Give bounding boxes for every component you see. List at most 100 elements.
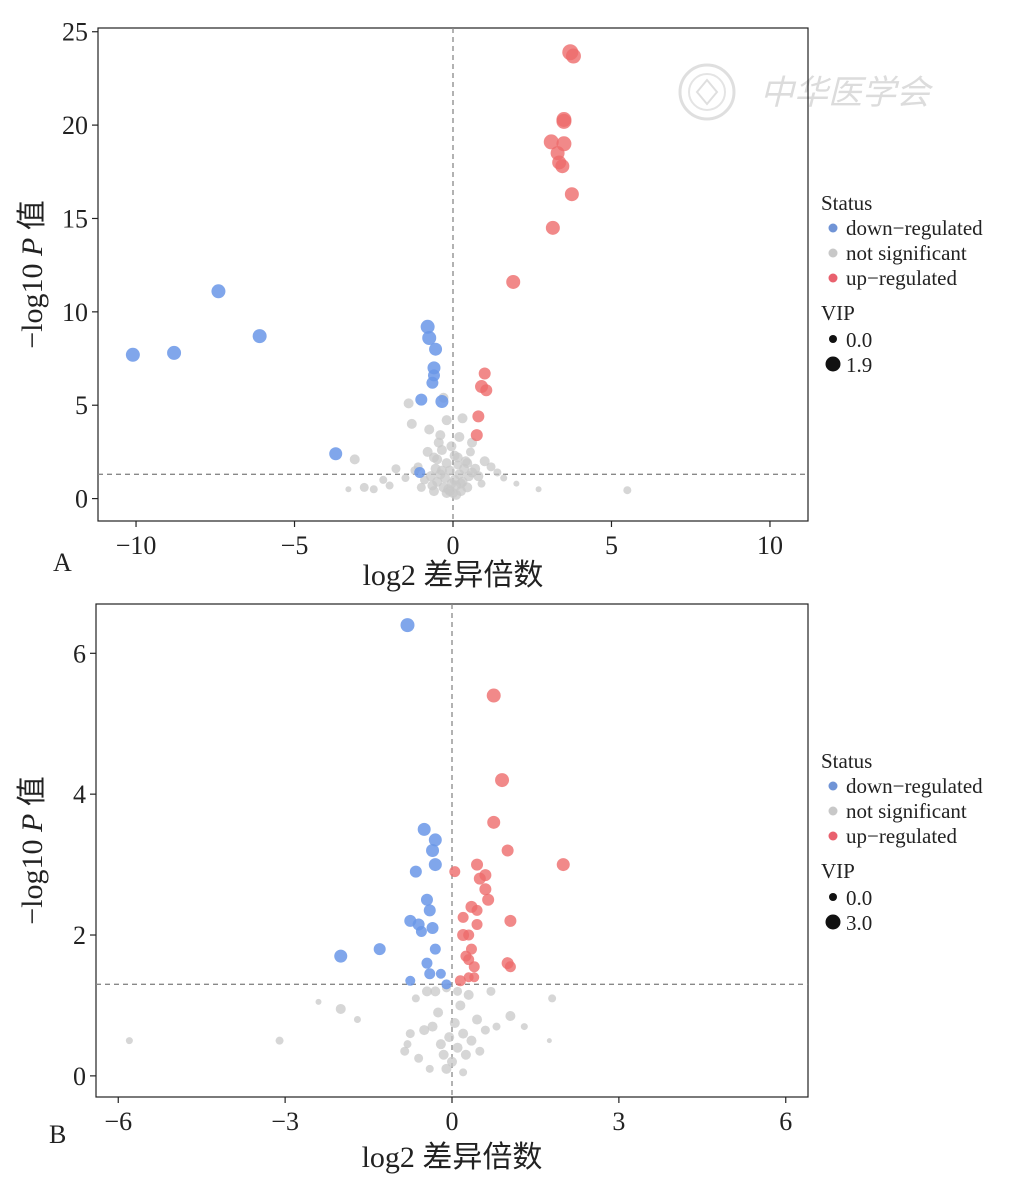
- legend-vip-max-a: 1.9: [846, 353, 872, 377]
- ns-point: [435, 430, 446, 441]
- ns-point: [447, 1056, 457, 1067]
- ns-point: [441, 458, 452, 469]
- ns-point: [466, 1035, 477, 1046]
- legend-vip-max-b: 3.0: [846, 911, 872, 935]
- up-regulated-point: [480, 384, 493, 397]
- ns-point: [349, 454, 360, 465]
- down-regulated-point: [426, 921, 439, 934]
- legend-vip-min-a: 0.0: [846, 328, 872, 352]
- ns-point: [455, 1000, 466, 1011]
- x-tick-label: 6: [779, 1107, 792, 1136]
- y-ticks-b: 0 2 4 6: [73, 639, 96, 1091]
- ns-point: [486, 462, 496, 472]
- down-regulated-point: [414, 466, 426, 478]
- ns-point: [405, 1029, 415, 1039]
- up-regulated-point: [495, 773, 510, 788]
- up-regulated-point: [449, 866, 461, 878]
- ns-point: [433, 437, 444, 448]
- ns-point: [419, 475, 429, 485]
- ns-point: [546, 1038, 552, 1044]
- ns-point: [473, 471, 484, 482]
- ns-point: [359, 482, 369, 492]
- up-regulated-point: [469, 972, 480, 983]
- panel-b: −6 −3 0 3 6 0 2 4 6 log2 差异倍数 −log10 P 值 B Stat…: [16, 603, 983, 1174]
- ns-point: [623, 486, 632, 495]
- x-ticks-b: −6 −3 0 3 6: [104, 1097, 792, 1136]
- ns-point: [430, 986, 441, 997]
- down-regulated-point: [420, 893, 433, 906]
- ns-point: [472, 1014, 483, 1025]
- up-regulated-point: [482, 893, 495, 906]
- y-tick-label: 15: [62, 204, 88, 233]
- up-regulated-point: [556, 113, 572, 129]
- ns-point: [459, 1068, 468, 1077]
- down-regulated-point: [428, 833, 442, 847]
- down-regulated-point: [415, 925, 427, 937]
- down-regulated-point: [415, 393, 428, 406]
- x-tick-label: −5: [281, 531, 309, 560]
- up-regulated-point: [555, 159, 570, 174]
- x-tick-label: −10: [116, 531, 157, 560]
- legend-status-title-a: Status: [821, 191, 872, 215]
- ns-point: [505, 1011, 516, 1022]
- down-regulated-point: [417, 822, 431, 836]
- ns-point: [446, 441, 457, 452]
- legend-ns-label-b: not significant: [846, 799, 967, 823]
- legend-ns-label-a: not significant: [846, 241, 967, 265]
- panel-letter-a: A: [53, 548, 72, 577]
- down-regulated-point: [329, 447, 343, 461]
- down-regulated-point: [400, 618, 415, 633]
- legend-down-label-b: down−regulated: [846, 774, 983, 798]
- ns-point: [444, 465, 455, 476]
- down-regulated-point: [420, 319, 435, 334]
- x-tick-label: 0: [447, 531, 460, 560]
- ns-point: [477, 479, 486, 488]
- up-regulated-point: [470, 429, 483, 442]
- legend-down-marker-b: [828, 781, 838, 791]
- up-regulated-point: [504, 961, 516, 973]
- ns-point: [424, 424, 435, 435]
- legend-vip-large-marker-a: [825, 356, 841, 372]
- ns-point: [520, 1023, 528, 1031]
- up-regulated-point: [471, 858, 484, 871]
- down-regulated-point: [373, 943, 386, 956]
- down-regulated-point: [211, 284, 226, 299]
- ns-point: [425, 1064, 434, 1073]
- ns-point: [432, 454, 443, 465]
- y-tick-label: 10: [62, 298, 88, 327]
- x-tick-label: 10: [757, 531, 783, 560]
- legend-up-marker-a: [828, 273, 838, 283]
- ns-point: [391, 464, 401, 474]
- down-regulated-point: [409, 865, 422, 878]
- ns-point: [479, 456, 490, 467]
- up-regulated-point: [463, 929, 475, 941]
- up-regulated-point: [564, 187, 579, 202]
- y-tick-label: 2: [73, 921, 86, 950]
- up-regulated-point: [473, 872, 486, 885]
- ns-point: [421, 986, 432, 997]
- ns-point: [452, 1042, 463, 1053]
- ns-point: [441, 415, 452, 426]
- ns-point: [125, 1037, 133, 1045]
- ns-point: [406, 418, 417, 429]
- down-regulated-point: [167, 345, 182, 360]
- ns-point: [475, 1046, 485, 1056]
- legend-down-label-a: down−regulated: [846, 216, 983, 240]
- x-tick-label: −3: [271, 1107, 299, 1136]
- ns-point: [438, 1049, 449, 1060]
- legend-vip-large-marker-b: [825, 914, 841, 930]
- ns-point: [462, 458, 473, 469]
- legend-ns-marker-a: [828, 248, 838, 258]
- down-regulated-point: [424, 968, 436, 980]
- y-ticks-a: 0 5 10 15 20 25: [62, 18, 98, 514]
- y-tick-label: 5: [75, 391, 88, 420]
- legend-vip-small-marker-a: [829, 335, 837, 343]
- down-regulated-point: [405, 975, 416, 986]
- legend-ns-marker-b: [828, 806, 838, 816]
- legend-vip-title-b: VIP: [821, 859, 855, 883]
- down-regulated-point: [441, 979, 452, 990]
- ns-point: [460, 1049, 471, 1060]
- legend-a: Status down−regulated not significant up…: [821, 191, 983, 377]
- down-regulated-point: [423, 904, 436, 917]
- y-tick-label: 25: [62, 18, 88, 47]
